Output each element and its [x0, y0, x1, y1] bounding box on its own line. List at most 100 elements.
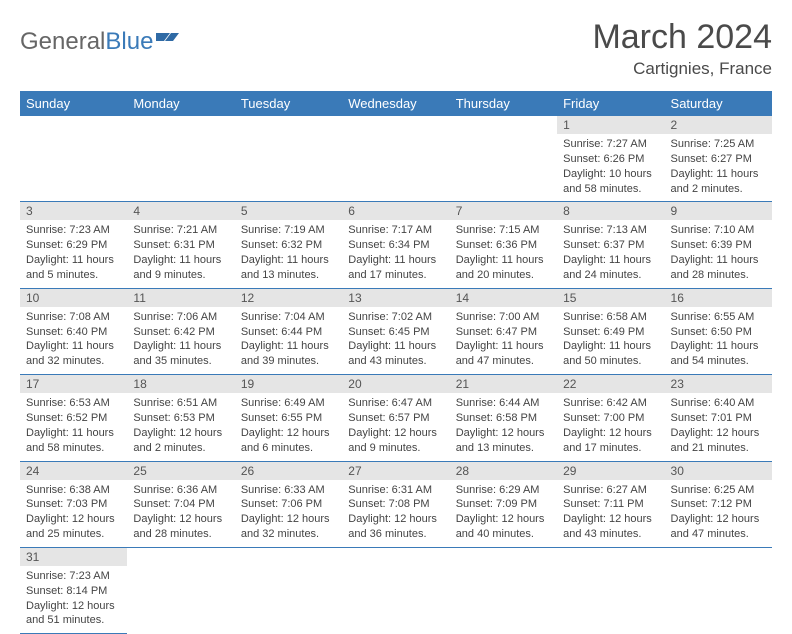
sunset-text: Sunset: 6:55 PM [241, 411, 336, 426]
daylight-text: Daylight: 12 hours and 13 minutes. [456, 426, 551, 456]
day-cell [127, 116, 234, 202]
sunrise-text: Sunrise: 6:31 AM [348, 483, 443, 498]
daylight-text: Daylight: 11 hours and 17 minutes. [348, 253, 443, 283]
sunset-text: Sunset: 6:40 PM [26, 325, 121, 340]
day-cell [450, 547, 557, 633]
day-cell: 4Sunrise: 7:21 AMSunset: 6:31 PMDaylight… [127, 202, 234, 288]
sunrise-text: Sunrise: 7:19 AM [241, 223, 336, 238]
daylight-text: Daylight: 11 hours and 47 minutes. [456, 339, 551, 369]
day-cell: 12Sunrise: 7:04 AMSunset: 6:44 PMDayligh… [235, 288, 342, 374]
day-number: 11 [127, 289, 234, 307]
sunset-text: Sunset: 6:47 PM [456, 325, 551, 340]
day-content [450, 134, 557, 190]
sunrise-text: Sunrise: 7:15 AM [456, 223, 551, 238]
day-number: 5 [235, 202, 342, 220]
sunset-text: Sunset: 6:44 PM [241, 325, 336, 340]
day-number: 17 [20, 375, 127, 393]
day-content: Sunrise: 7:13 AMSunset: 6:37 PMDaylight:… [557, 220, 664, 287]
daylight-text: Daylight: 12 hours and 21 minutes. [671, 426, 766, 456]
daylight-text: Daylight: 11 hours and 54 minutes. [671, 339, 766, 369]
sunrise-text: Sunrise: 7:04 AM [241, 310, 336, 325]
day-number: 24 [20, 462, 127, 480]
sunset-text: Sunset: 6:31 PM [133, 238, 228, 253]
day-cell: 27Sunrise: 6:31 AMSunset: 7:08 PMDayligh… [342, 461, 449, 547]
daylight-text: Daylight: 11 hours and 35 minutes. [133, 339, 228, 369]
day-content: Sunrise: 6:55 AMSunset: 6:50 PMDaylight:… [665, 307, 772, 374]
day-cell: 20Sunrise: 6:47 AMSunset: 6:57 PMDayligh… [342, 375, 449, 461]
sunset-text: Sunset: 7:06 PM [241, 497, 336, 512]
sunrise-text: Sunrise: 7:17 AM [348, 223, 443, 238]
logo-text-blue: Blue [105, 28, 153, 56]
day-number: 16 [665, 289, 772, 307]
day-cell: 16Sunrise: 6:55 AMSunset: 6:50 PMDayligh… [665, 288, 772, 374]
sunrise-text: Sunrise: 7:08 AM [26, 310, 121, 325]
day-content: Sunrise: 7:08 AMSunset: 6:40 PMDaylight:… [20, 307, 127, 374]
sunset-text: Sunset: 6:49 PM [563, 325, 658, 340]
sunrise-text: Sunrise: 7:10 AM [671, 223, 766, 238]
day-cell: 23Sunrise: 6:40 AMSunset: 7:01 PMDayligh… [665, 375, 772, 461]
daylight-text: Daylight: 11 hours and 13 minutes. [241, 253, 336, 283]
day-content: Sunrise: 6:38 AMSunset: 7:03 PMDaylight:… [20, 480, 127, 547]
sunset-text: Sunset: 6:45 PM [348, 325, 443, 340]
sunrise-text: Sunrise: 6:25 AM [671, 483, 766, 498]
sunset-text: Sunset: 6:50 PM [671, 325, 766, 340]
day-content: Sunrise: 7:17 AMSunset: 6:34 PMDaylight:… [342, 220, 449, 287]
day-cell: 15Sunrise: 6:58 AMSunset: 6:49 PMDayligh… [557, 288, 664, 374]
day-content: Sunrise: 7:00 AMSunset: 6:47 PMDaylight:… [450, 307, 557, 374]
day-content: Sunrise: 7:23 AMSunset: 8:14 PMDaylight:… [20, 566, 127, 633]
sunset-text: Sunset: 7:01 PM [671, 411, 766, 426]
sunrise-text: Sunrise: 6:40 AM [671, 396, 766, 411]
weekday-header: Wednesday [342, 91, 449, 116]
sunset-text: Sunset: 7:09 PM [456, 497, 551, 512]
day-number: 27 [342, 462, 449, 480]
day-number: 15 [557, 289, 664, 307]
sunrise-text: Sunrise: 7:23 AM [26, 223, 121, 238]
day-cell: 28Sunrise: 6:29 AMSunset: 7:09 PMDayligh… [450, 461, 557, 547]
sunset-text: Sunset: 6:34 PM [348, 238, 443, 253]
day-content [127, 134, 234, 190]
day-number [20, 116, 127, 134]
day-number: 21 [450, 375, 557, 393]
daylight-text: Daylight: 12 hours and 47 minutes. [671, 512, 766, 542]
day-content: Sunrise: 6:44 AMSunset: 6:58 PMDaylight:… [450, 393, 557, 460]
day-cell: 14Sunrise: 7:00 AMSunset: 6:47 PMDayligh… [450, 288, 557, 374]
sunrise-text: Sunrise: 7:00 AM [456, 310, 551, 325]
day-number: 7 [450, 202, 557, 220]
daylight-text: Daylight: 12 hours and 40 minutes. [456, 512, 551, 542]
daylight-text: Daylight: 12 hours and 28 minutes. [133, 512, 228, 542]
daylight-text: Daylight: 12 hours and 32 minutes. [241, 512, 336, 542]
day-number: 9 [665, 202, 772, 220]
logo-text-general: General [20, 28, 105, 56]
day-cell [20, 116, 127, 202]
week-row: 17Sunrise: 6:53 AMSunset: 6:52 PMDayligh… [20, 375, 772, 461]
day-cell: 21Sunrise: 6:44 AMSunset: 6:58 PMDayligh… [450, 375, 557, 461]
sunrise-text: Sunrise: 7:23 AM [26, 569, 121, 584]
day-content: Sunrise: 7:15 AMSunset: 6:36 PMDaylight:… [450, 220, 557, 287]
sunrise-text: Sunrise: 6:29 AM [456, 483, 551, 498]
sunset-text: Sunset: 6:39 PM [671, 238, 766, 253]
daylight-text: Daylight: 12 hours and 9 minutes. [348, 426, 443, 456]
sunset-text: Sunset: 6:53 PM [133, 411, 228, 426]
sunset-text: Sunset: 7:04 PM [133, 497, 228, 512]
sunset-text: Sunset: 6:36 PM [456, 238, 551, 253]
day-cell: 1Sunrise: 7:27 AMSunset: 6:26 PMDaylight… [557, 116, 664, 202]
sunset-text: Sunset: 7:12 PM [671, 497, 766, 512]
day-cell [342, 116, 449, 202]
daylight-text: Daylight: 12 hours and 43 minutes. [563, 512, 658, 542]
day-number: 8 [557, 202, 664, 220]
day-content: Sunrise: 6:40 AMSunset: 7:01 PMDaylight:… [665, 393, 772, 460]
day-content: Sunrise: 7:02 AMSunset: 6:45 PMDaylight:… [342, 307, 449, 374]
day-cell [342, 547, 449, 633]
daylight-text: Daylight: 11 hours and 58 minutes. [26, 426, 121, 456]
daylight-text: Daylight: 11 hours and 9 minutes. [133, 253, 228, 283]
daylight-text: Daylight: 11 hours and 43 minutes. [348, 339, 443, 369]
day-number: 22 [557, 375, 664, 393]
day-number: 13 [342, 289, 449, 307]
day-content: Sunrise: 6:42 AMSunset: 7:00 PMDaylight:… [557, 393, 664, 460]
sunset-text: Sunset: 6:37 PM [563, 238, 658, 253]
month-title: March 2024 [592, 18, 772, 57]
daylight-text: Daylight: 11 hours and 50 minutes. [563, 339, 658, 369]
daylight-text: Daylight: 12 hours and 6 minutes. [241, 426, 336, 456]
day-content [235, 134, 342, 190]
day-content: Sunrise: 6:51 AMSunset: 6:53 PMDaylight:… [127, 393, 234, 460]
